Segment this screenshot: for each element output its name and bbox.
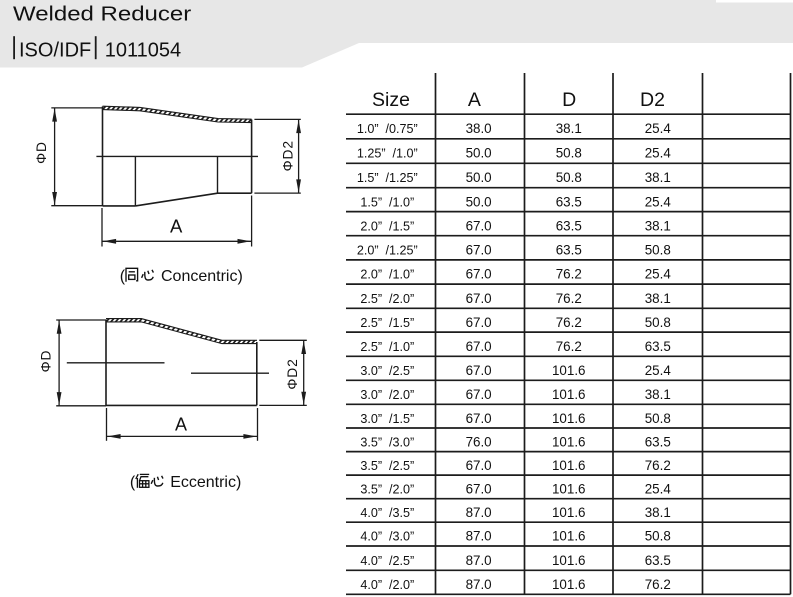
svg-text:67.0: 67.0 <box>466 411 492 426</box>
svg-text:67.0: 67.0 <box>466 315 492 330</box>
svg-text:ΦD2: ΦD2 <box>280 140 295 171</box>
svg-text:101.6: 101.6 <box>552 411 586 426</box>
svg-text:63.5: 63.5 <box>556 242 582 257</box>
svg-text:101.6: 101.6 <box>552 482 586 497</box>
svg-text:3.5” /3.0”: 3.5” /3.0” <box>360 435 414 449</box>
svg-text:2.5” /2.0”: 2.5” /2.0” <box>360 292 414 306</box>
svg-text:76.2: 76.2 <box>556 339 582 354</box>
svg-text:A: A <box>175 415 187 435</box>
svg-text:76.2: 76.2 <box>556 291 582 306</box>
svg-text:101.6: 101.6 <box>552 553 586 568</box>
svg-text:63.5: 63.5 <box>645 339 671 354</box>
svg-text:101.6: 101.6 <box>552 434 586 449</box>
svg-text:67.0: 67.0 <box>466 387 492 402</box>
svg-text:A: A <box>468 89 481 111</box>
svg-text:25.4: 25.4 <box>645 194 672 209</box>
svg-text:50.0: 50.0 <box>466 146 492 161</box>
svg-text:25.4: 25.4 <box>645 267 672 282</box>
svg-text:50.8: 50.8 <box>556 146 582 161</box>
svg-text:2.5” /1.0”: 2.5” /1.0” <box>360 340 414 354</box>
svg-text:87.0: 87.0 <box>466 529 492 544</box>
svg-text:D: D <box>562 89 576 111</box>
svg-text:87.0: 87.0 <box>466 553 492 568</box>
svg-text:2.0” /1.0”: 2.0” /1.0” <box>360 268 414 282</box>
svg-text:50.8: 50.8 <box>645 411 671 426</box>
svg-text:67.0: 67.0 <box>466 482 492 497</box>
svg-text:ΦD2: ΦD2 <box>285 358 300 389</box>
svg-text:ΦD: ΦD <box>34 141 49 164</box>
svg-text:2.0” /1.5”: 2.0” /1.5” <box>360 219 414 233</box>
svg-text:A: A <box>170 216 183 237</box>
svg-text:38.1: 38.1 <box>645 291 671 306</box>
svg-text:25.4: 25.4 <box>645 121 672 136</box>
svg-text:38.0: 38.0 <box>466 121 492 136</box>
svg-text:38.1: 38.1 <box>645 218 671 233</box>
svg-text:3.5” /2.0”: 3.5” /2.0” <box>360 483 414 497</box>
svg-text:67.0: 67.0 <box>466 339 492 354</box>
svg-text:76.2: 76.2 <box>556 267 582 282</box>
svg-text:D2: D2 <box>640 89 665 111</box>
svg-text:101.6: 101.6 <box>552 529 586 544</box>
svg-text:3.0” /1.5”: 3.0” /1.5” <box>360 412 414 426</box>
svg-text:38.1: 38.1 <box>645 505 671 520</box>
svg-text:25.4: 25.4 <box>645 482 672 497</box>
svg-text:4.0” /3.5”: 4.0” /3.5” <box>360 506 414 520</box>
svg-text:1011054: 1011054 <box>105 39 181 61</box>
svg-text:3.0” /2.5”: 3.0” /2.5” <box>360 364 414 378</box>
svg-text:1.5” /1.0”: 1.5” /1.0” <box>360 195 414 209</box>
svg-text:38.1: 38.1 <box>645 387 671 402</box>
svg-text:ISO/IDF: ISO/IDF <box>19 39 91 61</box>
svg-text:Welded Reducer: Welded Reducer <box>13 3 191 26</box>
svg-text:63.5: 63.5 <box>556 194 582 209</box>
svg-text:1.0” /0.75”: 1.0” /0.75” <box>357 122 418 136</box>
svg-text:63.5: 63.5 <box>645 553 671 568</box>
svg-text:63.5: 63.5 <box>556 218 582 233</box>
svg-text:67.0: 67.0 <box>466 218 492 233</box>
svg-text:101.6: 101.6 <box>552 458 586 473</box>
svg-text:101.6: 101.6 <box>552 577 586 592</box>
svg-text:4.0” /2.0”: 4.0” /2.0” <box>360 578 414 592</box>
svg-text:76.2: 76.2 <box>645 577 671 592</box>
svg-text:50.0: 50.0 <box>466 170 492 185</box>
svg-text:67.0: 67.0 <box>466 363 492 378</box>
svg-text:101.6: 101.6 <box>552 387 586 402</box>
svg-text:ΦD: ΦD <box>39 350 54 373</box>
svg-text:25.4: 25.4 <box>645 363 672 378</box>
svg-text:50.0: 50.0 <box>466 194 492 209</box>
svg-text:1.5” /1.25”: 1.5” /1.25” <box>357 171 418 185</box>
svg-text:67.0: 67.0 <box>466 458 492 473</box>
svg-text:(: ( <box>120 268 126 285</box>
svg-text:Concentric): Concentric) <box>161 268 243 285</box>
svg-text:87.0: 87.0 <box>466 505 492 520</box>
svg-text:76.0: 76.0 <box>466 434 492 449</box>
svg-text:76.2: 76.2 <box>645 458 671 473</box>
svg-text:50.8: 50.8 <box>645 529 671 544</box>
svg-text:Eccentric): Eccentric) <box>170 474 241 491</box>
svg-text:76.2: 76.2 <box>556 315 582 330</box>
svg-text:63.5: 63.5 <box>645 434 671 449</box>
svg-text:4.0” /3.0”: 4.0” /3.0” <box>360 530 414 544</box>
svg-text:3.5” /2.5”: 3.5” /2.5” <box>360 459 414 473</box>
svg-text:2.5” /1.5”: 2.5” /1.5” <box>360 316 414 330</box>
svg-text:38.1: 38.1 <box>556 121 582 136</box>
svg-text:67.0: 67.0 <box>466 242 492 257</box>
svg-text:67.0: 67.0 <box>466 291 492 306</box>
svg-text:50.8: 50.8 <box>645 242 671 257</box>
svg-text:(: ( <box>130 474 136 491</box>
svg-text:Size: Size <box>372 89 410 111</box>
svg-text:3.0” /2.0”: 3.0” /2.0” <box>360 388 414 402</box>
svg-text:2.0” /1.25”: 2.0” /1.25” <box>357 243 418 257</box>
svg-text:67.0: 67.0 <box>466 267 492 282</box>
svg-text:4.0” /2.5”: 4.0” /2.5” <box>360 554 414 568</box>
svg-text:50.8: 50.8 <box>645 315 671 330</box>
svg-text:25.4: 25.4 <box>645 146 672 161</box>
svg-text:1.25” /1.0”: 1.25” /1.0” <box>357 147 418 161</box>
svg-text:101.6: 101.6 <box>552 363 586 378</box>
svg-text:87.0: 87.0 <box>466 577 492 592</box>
svg-text:38.1: 38.1 <box>645 170 671 185</box>
svg-text:50.8: 50.8 <box>556 170 582 185</box>
svg-text:101.6: 101.6 <box>552 505 586 520</box>
